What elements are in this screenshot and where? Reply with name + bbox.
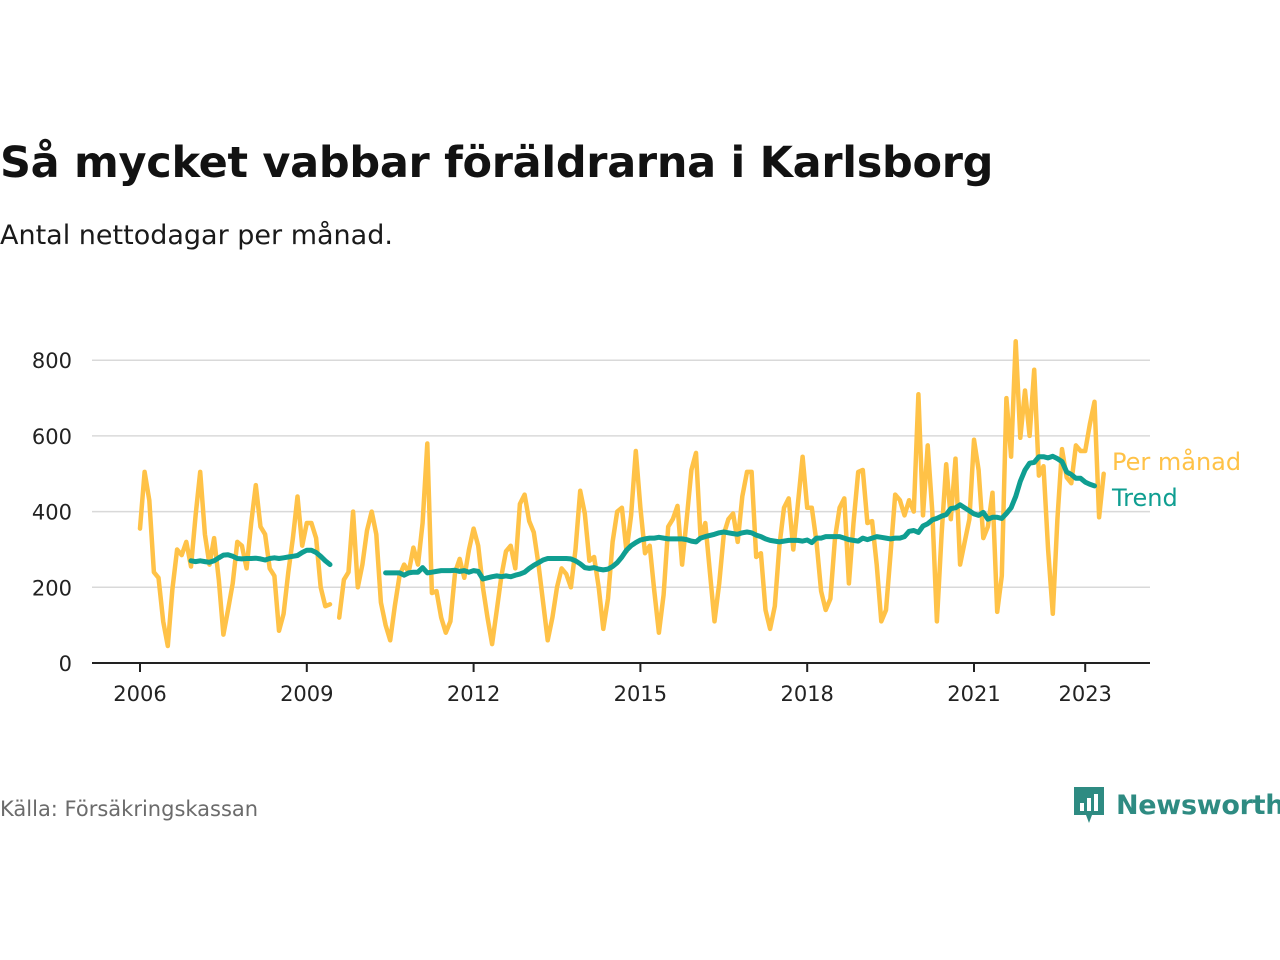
x-tick-label: 2015	[614, 682, 667, 706]
brand-logo[interactable]: Newsworthy	[1072, 785, 1280, 825]
series-lines	[137, 339, 1106, 649]
brand-name: Newsworthy	[1116, 789, 1280, 821]
y-tick-label: 800	[32, 349, 72, 373]
x-tick-label: 2018	[780, 682, 833, 706]
source-note: Källa: Försäkringskassan	[0, 797, 259, 821]
x-tick-label: 2021	[947, 682, 1000, 706]
x-tick-label: 2006	[113, 682, 166, 706]
x-tick-label: 2023	[1058, 682, 1111, 706]
gridlines	[92, 359, 1150, 589]
trend-series-line	[188, 547, 333, 568]
chart-subtitle: Antal nettodagar per månad.	[0, 220, 393, 251]
chart-title: Så mycket vabbar föräldrarna i Karlsborg	[0, 138, 994, 188]
monthly-series-line	[137, 469, 333, 649]
axes: 0 200 400 600 800 2006 2009 2012 2015 2018 2021 202…	[32, 349, 1150, 706]
x-tick-label: 2009	[280, 682, 333, 706]
y-tick-label: 600	[32, 425, 72, 449]
legend-label-trend: Trend	[1111, 484, 1178, 512]
trend-series-line	[383, 453, 1097, 582]
newsworthy-logo-icon	[1074, 787, 1104, 823]
monthly-series-line	[336, 339, 1106, 647]
legend-label-monthly: Per månad	[1112, 447, 1241, 476]
y-tick-label: 0	[59, 652, 72, 676]
y-tick-label: 200	[32, 576, 72, 600]
y-tick-label: 400	[32, 501, 72, 525]
x-tick-label: 2012	[447, 682, 500, 706]
legend-labels: Per månad Trend	[1111, 447, 1241, 512]
